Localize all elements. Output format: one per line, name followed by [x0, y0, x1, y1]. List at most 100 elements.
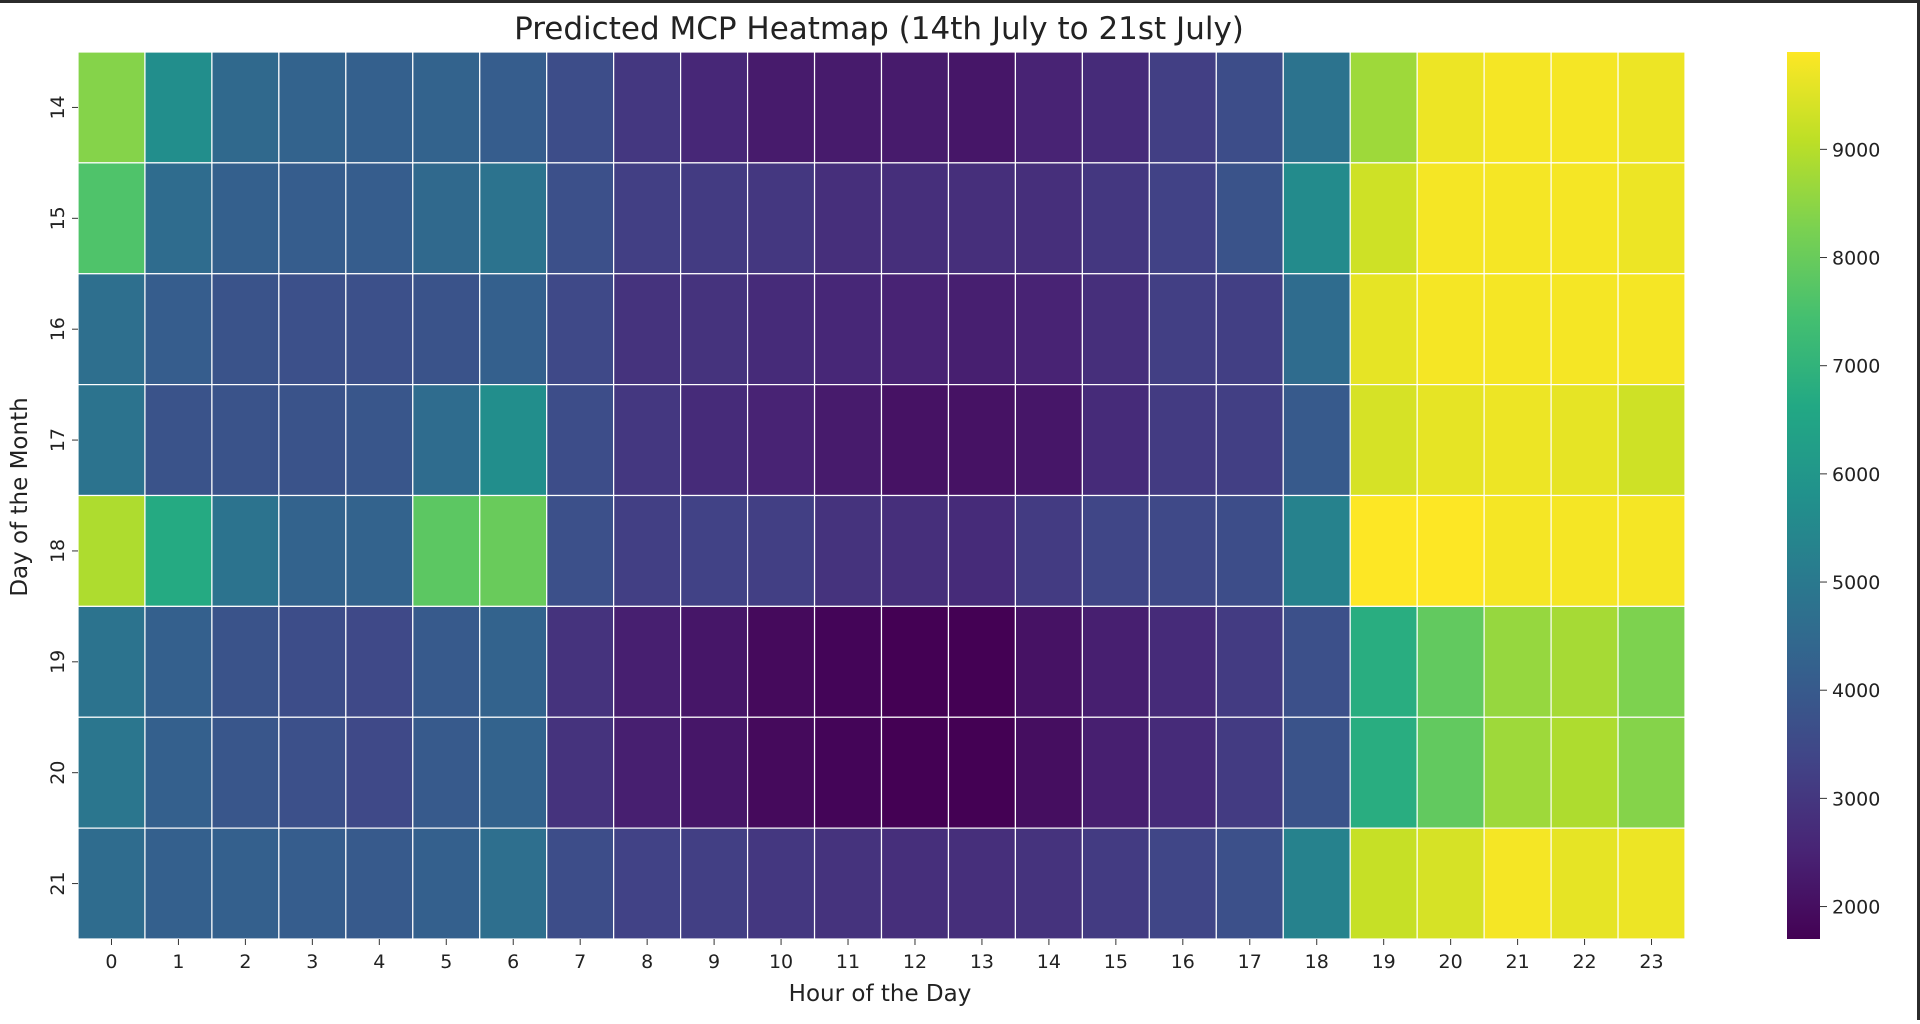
heatmap-cell [278, 384, 347, 497]
heatmap-cell [77, 273, 146, 386]
x-tick-label: 16 [1171, 951, 1195, 973]
heatmap-cell [345, 716, 414, 829]
heatmap-cell [680, 384, 749, 497]
heatmap-cell [1081, 494, 1150, 607]
heatmap-cell [746, 605, 816, 718]
heatmap-cell [211, 273, 280, 386]
heatmap-cell [1349, 827, 1418, 940]
colorbar-tick-label: 7000 [1832, 356, 1880, 378]
colorbar-tick-label: 8000 [1832, 248, 1880, 270]
heatmap-cell [813, 716, 883, 829]
heatmap-cell [345, 494, 414, 607]
heatmap-cell [1349, 605, 1418, 718]
heatmap-cell [77, 384, 146, 497]
heatmap-cell [1014, 273, 1083, 386]
heatmap-cell [1349, 162, 1418, 275]
colorbar-tick-label: 5000 [1832, 572, 1880, 594]
heatmap-cell [1148, 605, 1217, 718]
x-tick-label: 14 [1037, 951, 1061, 973]
heatmap-cell [947, 716, 1017, 829]
x-tick-label: 1 [172, 951, 184, 973]
heatmap-cell [77, 494, 146, 607]
colorbar-tick-label: 4000 [1832, 680, 1880, 702]
heatmap-cell [1483, 384, 1552, 497]
heatmap-cell [1148, 827, 1217, 940]
heatmap-cell [1215, 716, 1284, 829]
heatmap-cell [412, 273, 481, 386]
heatmap-cell [546, 384, 615, 497]
x-tick-label: 7 [574, 951, 586, 973]
heatmap-cell [479, 162, 548, 275]
heatmap-cell [1483, 51, 1552, 164]
heatmap-cell [1483, 605, 1552, 718]
x-tick-label: 11 [836, 951, 860, 973]
heatmap-cell [613, 494, 682, 607]
heatmap-cell [1483, 494, 1552, 607]
heatmap-cell [479, 827, 548, 940]
heatmap-cell [1617, 605, 1686, 718]
heatmap-cell [613, 273, 682, 386]
heatmap-cell [546, 273, 615, 386]
heatmap-cell [412, 716, 481, 829]
heatmap-cell [345, 384, 414, 497]
heatmap-cell [1617, 827, 1686, 940]
heatmap-cell [1014, 716, 1083, 829]
heatmap-cell [1550, 827, 1619, 940]
heatmap-cell [546, 494, 615, 607]
heatmap-cell [1014, 605, 1083, 718]
heatmap-cell [880, 162, 950, 275]
heatmap-cell [1550, 273, 1619, 386]
y-axis-title: Day of the Month [7, 397, 33, 596]
heatmap-cell [880, 827, 950, 940]
heatmap-cell [1617, 494, 1686, 607]
heatmap-cell [1349, 384, 1418, 497]
heatmap-cell [1483, 716, 1552, 829]
heatmap-cell [1416, 162, 1485, 275]
heatmap-cell [613, 384, 682, 497]
heatmap-cell [546, 827, 615, 940]
x-tick-label: 21 [1506, 951, 1530, 973]
colorbar-tick-label: 6000 [1832, 464, 1880, 486]
heatmap-cell [1416, 716, 1485, 829]
heatmap-cell [1416, 605, 1485, 718]
heatmap-cell [1081, 827, 1150, 940]
heatmap-cell [1081, 273, 1150, 386]
heatmap-cell [1148, 716, 1217, 829]
heatmap-cell [278, 827, 347, 940]
heatmap-cell [1550, 605, 1619, 718]
x-tick-label: 6 [507, 951, 519, 973]
heatmap-cell [746, 716, 816, 829]
heatmap-cell [880, 494, 950, 607]
heatmap-cell [345, 162, 414, 275]
heatmap-cell [1349, 273, 1418, 386]
y-tick-label: 15 [47, 206, 69, 230]
heatmap-cell [546, 716, 615, 829]
heatmap-cell [278, 716, 347, 829]
y-tick-label: 21 [47, 871, 69, 895]
heatmap-cell [1215, 494, 1284, 607]
heatmap-cell [412, 162, 481, 275]
heatmap-cell [211, 51, 280, 164]
heatmap-cell [1014, 494, 1083, 607]
colorbar-tick-label: 9000 [1832, 139, 1880, 161]
colorbar-tick-label: 3000 [1832, 788, 1880, 810]
heatmap-cell [479, 273, 548, 386]
heatmap-cell [746, 827, 816, 940]
heatmap-cell [1282, 827, 1351, 940]
heatmap-cell [546, 605, 615, 718]
y-tick-label: 18 [47, 539, 69, 563]
x-tick-label: 2 [239, 951, 251, 973]
heatmap-cell [880, 273, 950, 386]
x-tick-label: 12 [903, 951, 927, 973]
heatmap-cell [1416, 273, 1485, 386]
heatmap-cell [412, 605, 481, 718]
heatmap-cell [278, 51, 347, 164]
heatmap-cell [1215, 384, 1284, 497]
heatmap-cell [1081, 162, 1150, 275]
heatmap-cell [1282, 716, 1351, 829]
heatmap-cell [1215, 51, 1284, 164]
window-right-border [1917, 0, 1920, 1020]
heatmap-cell [1014, 827, 1083, 940]
heatmap-cell [1282, 605, 1351, 718]
heatmap-cell [412, 827, 481, 940]
